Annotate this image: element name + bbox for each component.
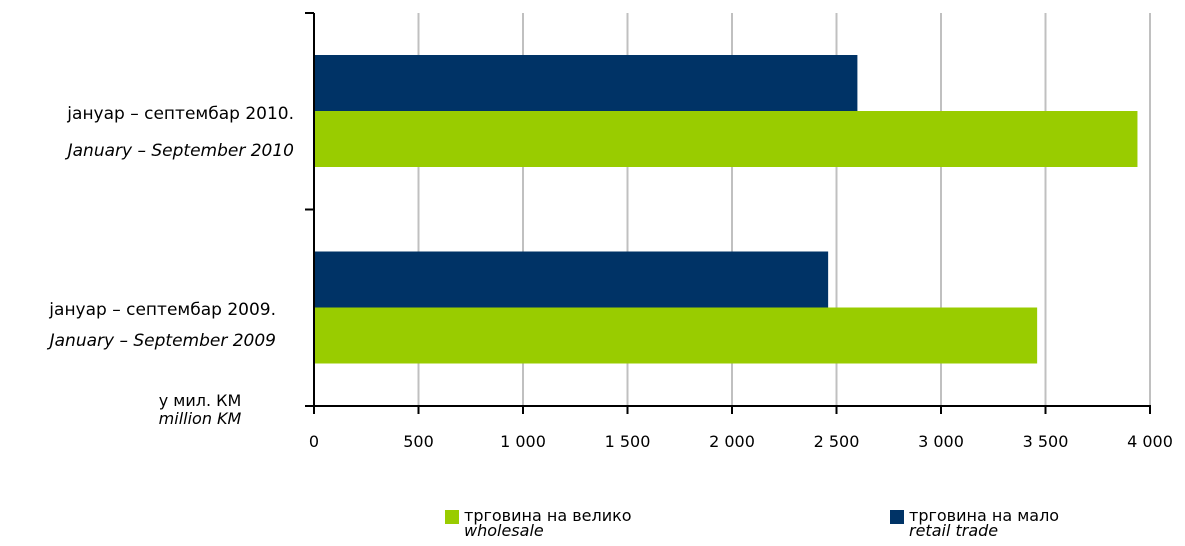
bar-retail-1 (314, 251, 829, 308)
category-label-2009: јануар – септембар 2009. January – Septe… (0, 299, 276, 352)
bar-wholesale-0 (314, 111, 1138, 167)
bars (314, 55, 1138, 364)
x-tick-label: 3 000 (918, 432, 964, 451)
axes (305, 12, 1151, 414)
category-label-2010-sr: јануар – септембар 2010. (67, 104, 294, 124)
x-tick-label: 0 (309, 432, 319, 451)
legend-label-retail-sr: трговина на мало (909, 506, 1060, 525)
legend-label-wholesale-en: wholesale (464, 521, 544, 540)
category-label-2010-en: January – September 2010 (67, 141, 294, 161)
x-tick-label: 3 500 (1023, 432, 1069, 451)
legend-label-wholesale-sr: трговина на велико (464, 506, 632, 525)
x-tick-label: 2 500 (814, 432, 860, 451)
x-tick-label: 1 000 (500, 432, 546, 451)
legend-swatch-wholesale (445, 510, 459, 524)
category-label-2009-sr: јануар – септембар 2009. (49, 300, 276, 320)
bar-wholesale-1 (314, 307, 1038, 364)
unit-label-en: million KM (158, 409, 242, 428)
bar-retail-0 (314, 55, 858, 111)
legend-swatch-retail (890, 510, 904, 524)
unit-label-sr: у мил. КМ (158, 391, 242, 410)
x-tick-label: 4 000 (1127, 432, 1173, 451)
x-tick-label: 2 000 (709, 432, 755, 451)
x-tick-labels: 0 500 1 000 1 500 2 000 2 500 3 000 3 500 4 000 (309, 432, 1173, 451)
x-tick-label: 1 500 (605, 432, 651, 451)
category-label-2009-en: January – September 2009 (49, 331, 276, 351)
legend-label-retail-en: retail trade (909, 521, 999, 540)
category-label-2010: јануар – септембар 2010. January – Septe… (0, 103, 294, 162)
x-tick-label: 500 (403, 432, 434, 451)
unit-label: у мил. КМ million KM (100, 392, 300, 428)
